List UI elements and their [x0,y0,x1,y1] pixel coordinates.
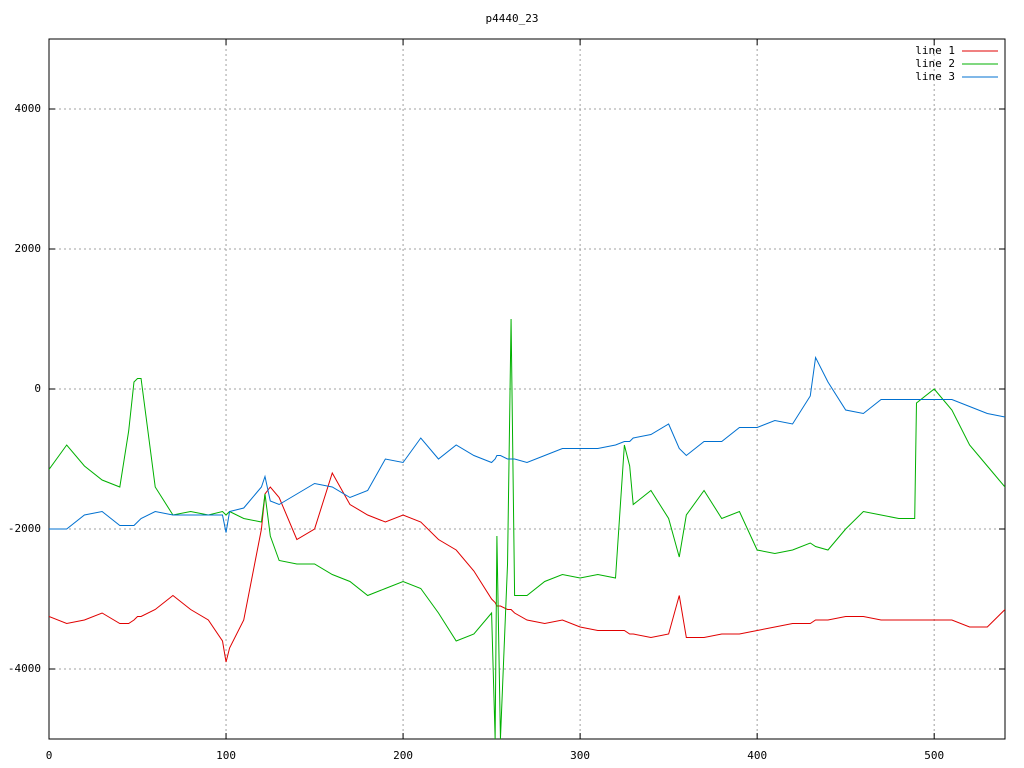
y-tick-label: 0 [34,382,41,395]
x-tick-label: 300 [570,749,590,762]
x-tick-label: 500 [924,749,944,762]
y-tick-label: 2000 [15,242,42,255]
legend-label: line 3 [915,70,955,83]
y-tick-label: -2000 [8,522,41,535]
x-tick-label: 100 [216,749,236,762]
series-line [49,355,1005,533]
legend-label: line 2 [915,57,955,70]
plot-area [49,318,1005,739]
chart-title: p4440_23 [486,12,539,25]
legend-label: line 1 [915,44,955,57]
plot-frame [48,38,1006,740]
series-line [49,318,1005,739]
x-tick-label: 400 [747,749,767,762]
x-tick-label: 0 [46,749,53,762]
y-tick-label: 4000 [15,102,42,115]
y-tick-label: -4000 [8,662,41,675]
x-tick-label: 200 [393,749,413,762]
series-line [49,471,1005,663]
